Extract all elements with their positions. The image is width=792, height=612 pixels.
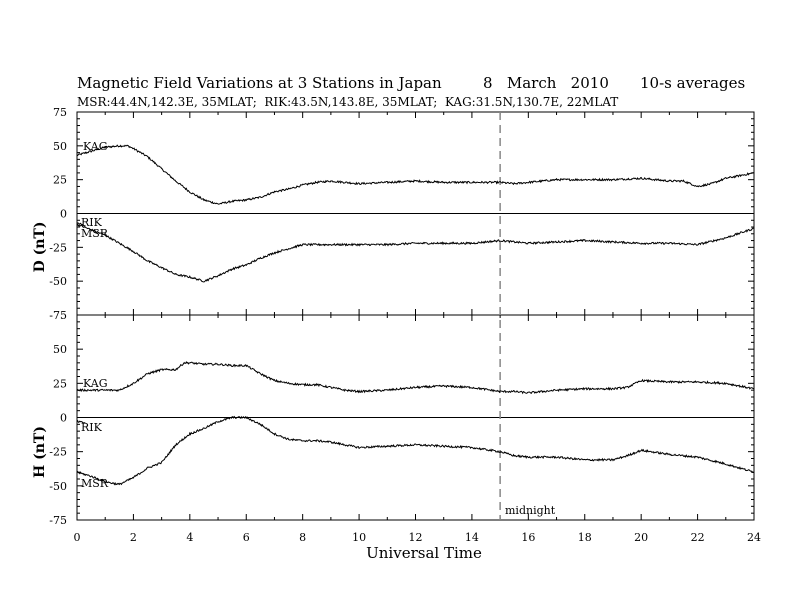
x-tick-label-10: 20	[634, 531, 648, 544]
y-tick-label-1-2: 25	[53, 377, 67, 390]
chart-text: Magnetic Field Variations at 3 Stations …	[32, 74, 745, 562]
d-msr-label: MSR	[81, 227, 109, 240]
x-tick-label-5: 10	[352, 531, 366, 544]
y-tick-label-0-1: 50	[53, 140, 67, 153]
x-tick-label-0: 0	[74, 531, 81, 544]
h-kag-label: KAG	[83, 377, 108, 390]
chart-title: Magnetic Field Variations at 3 Stations …	[77, 74, 442, 92]
series-1-rik	[76, 420, 86, 424]
x-tick-label-4: 8	[299, 531, 306, 544]
x-tick-label-2: 4	[186, 531, 193, 544]
x-axis-label: Universal Time	[366, 544, 482, 562]
y-tick-label-1-6: -75	[49, 514, 67, 527]
x-tick-label-6: 12	[409, 531, 423, 544]
series-0-kag	[76, 144, 755, 205]
series-1-msr	[76, 415, 755, 486]
series-lines	[76, 144, 755, 486]
chart-date: 8 March 2010	[483, 74, 609, 92]
x-tick-label-8: 16	[521, 531, 535, 544]
series-0-msr	[76, 223, 755, 283]
x-tick-label-11: 22	[691, 531, 705, 544]
x-tick-label-9: 18	[578, 531, 592, 544]
chart-averaging: 10-s averages	[640, 74, 745, 92]
d-rik-label: RIK	[81, 216, 103, 229]
series-0-rik	[76, 222, 86, 227]
y-tick-label-0-2: 25	[53, 174, 67, 187]
h-axis-label: H (nT)	[32, 426, 48, 478]
x-tick-label-3: 6	[243, 531, 250, 544]
y-tick-label-1-1: 50	[53, 343, 67, 356]
h-rik-label: RIK	[81, 421, 103, 434]
h-msr-label: MSR	[81, 477, 109, 490]
y-tick-label-1-5: -50	[49, 480, 67, 493]
y-tick-label-1-3: 0	[60, 412, 67, 425]
y-tick-label-0-5: -50	[49, 275, 67, 288]
series-1-kag	[76, 361, 755, 395]
chart-subtitle: MSR:44.4N,142.3E, 35MLAT; RIK:43.5N,143.…	[77, 95, 618, 109]
x-tick-label-1: 2	[130, 531, 137, 544]
midnight-annotation: midnight	[505, 504, 556, 517]
y-tick-label-0-0: 75	[53, 106, 67, 119]
x-tick-label-7: 14	[465, 531, 479, 544]
y-tick-label-0-3: 0	[60, 208, 67, 221]
y-tick-label-0-6: -75	[49, 309, 67, 322]
y-tick-label-0-4: -25	[49, 241, 67, 254]
d-axis-label: D (nT)	[32, 222, 48, 273]
x-tick-label-12: 24	[747, 531, 761, 544]
d-kag-label: KAG	[83, 140, 108, 153]
y-tick-label-1-4: -25	[49, 446, 67, 459]
